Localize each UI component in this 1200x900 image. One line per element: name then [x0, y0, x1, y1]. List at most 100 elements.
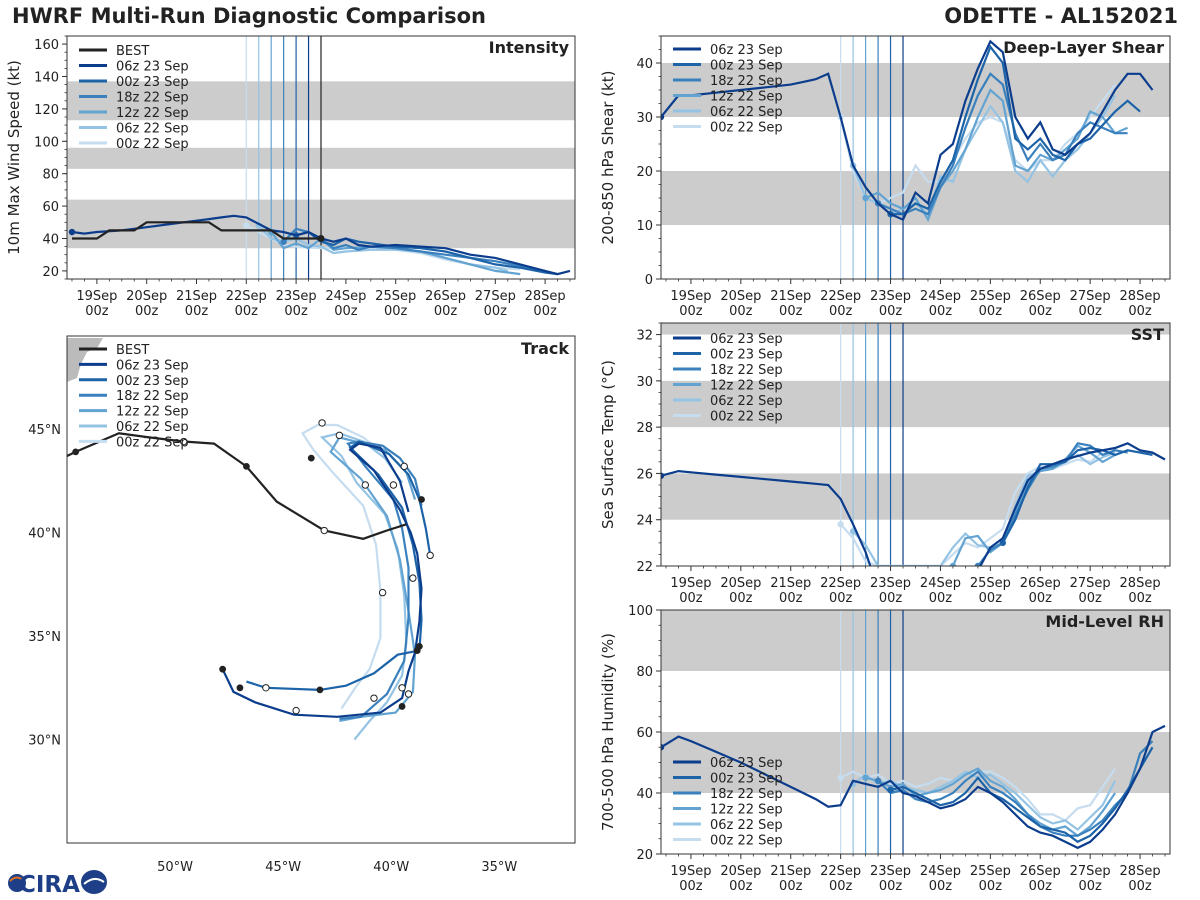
x-tick-label: 00z [879, 879, 903, 894]
lon-tick-label: 40°W [373, 860, 409, 875]
lon-tick-label: 45°W [265, 860, 301, 875]
y-tick-label: 100 [628, 604, 653, 619]
panel-intensity: 2040608010012014016019Sep00z20Sep00z21Se… [5, 35, 576, 319]
plot-frame [66, 335, 576, 844]
legend-label: 06z 23 Sep [116, 358, 189, 373]
x-tick-label: 00z [729, 304, 753, 319]
track-marker-closed [72, 448, 80, 456]
legend-label: 00z 23 Sep [710, 772, 783, 787]
panel-shear: 01020304019Sep00z20Sep00z21Sep00z22Sep00… [599, 35, 1171, 319]
x-tick-label: 27Sep [1070, 289, 1111, 304]
shade-band [661, 380, 1170, 428]
x-tick-label: 00z [533, 304, 557, 319]
panel-track: 50°W 45°W 40°W 35°W 30°N 35°N 40°N 45°N Track BES… [28, 335, 576, 875]
y-tick-label: 20 [636, 848, 653, 863]
legend-label: 00z 22 Sep [116, 435, 189, 450]
track-marker-closed [418, 496, 425, 503]
track-marker-open [426, 551, 434, 560]
x-tick-label: 28Sep [525, 289, 566, 304]
panel-title: SST [1131, 325, 1164, 344]
x-tick-label: 27Sep [1070, 576, 1111, 591]
x-tick-label: 00z [1029, 879, 1053, 894]
cira-logo-icon: CIRA [8, 870, 107, 898]
panel-title: Deep-Layer Shear [1003, 38, 1164, 57]
x-tick-label: 28Sep [1120, 289, 1161, 304]
legend-label: 06z 23 Sep [710, 43, 783, 58]
track-marker-open [292, 706, 300, 715]
series-start-point [874, 777, 882, 784]
y-tick-label: 40 [636, 57, 653, 72]
series-start-point [862, 194, 869, 202]
track-marker-open [180, 437, 188, 446]
x-tick-label: 00z [829, 591, 853, 606]
x-tick-label: 22Sep [820, 864, 861, 879]
x-tick-label: 00z [1128, 304, 1152, 319]
x-tick-label: 00z [929, 304, 953, 319]
panel-title: Intensity [489, 38, 570, 57]
track-marker-open [361, 481, 370, 489]
x-tick-label: 22Sep [820, 289, 861, 304]
legend-label: 12z 22 Sep [710, 803, 783, 818]
series-line [661, 39, 1154, 222]
track-marker-open [398, 684, 406, 692]
x-tick-label: 00z [235, 304, 259, 319]
track-marker-open [335, 431, 344, 440]
series-line [295, 230, 558, 276]
series-start-point [280, 238, 287, 245]
series-start-point [68, 228, 76, 236]
x-tick-label: 00z [979, 879, 1003, 894]
legend-label: 00z 22 Sep [710, 834, 783, 849]
x-tick-label: 00z [729, 879, 753, 894]
x-tick-label: 23Sep [870, 289, 911, 304]
y-tick-label: 80 [636, 665, 653, 680]
legend-label: 00z 23 Sep [116, 374, 189, 389]
x-tick-label: 00z [829, 879, 853, 894]
legend-label: 00z 23 Sep [116, 75, 189, 90]
legend-label: 12z 22 Sep [710, 90, 783, 105]
track-line [221, 442, 423, 718]
legend-label: 06z 22 Sep [710, 105, 783, 120]
series-start-point [837, 774, 844, 781]
x-tick-label: 00z [1029, 591, 1053, 606]
y-axis-label: 10m Max Wind Speed (kt) [5, 60, 23, 255]
track-marker-open [262, 684, 270, 692]
series-line [71, 214, 571, 276]
legend-label: 12z 22 Sep [116, 106, 189, 121]
legend-label: BEST [116, 44, 149, 59]
track-marker-open [409, 574, 417, 582]
x-tick-label: 19Sep [670, 576, 711, 591]
y-axis-label: 200-850 hPa Shear (kt) [599, 71, 617, 245]
track-marker-open [404, 690, 413, 698]
y-tick-label: 60 [42, 200, 59, 215]
x-tick-label: 24Sep [920, 576, 961, 591]
y-tick-label: 100 [34, 135, 59, 150]
x-tick-label: 00z [679, 304, 703, 319]
x-tick-label: 20Sep [126, 289, 167, 304]
shade-band [661, 473, 1170, 520]
x-tick-label: 00z [879, 591, 903, 606]
series-line [890, 746, 1154, 844]
legend-label: 06z 23 Sep [710, 756, 783, 771]
x-tick-label: 00z [829, 304, 853, 319]
legend-label: 12z 22 Sep [710, 379, 783, 394]
best-track-line [67, 432, 407, 540]
x-tick-label: 00z [85, 304, 109, 319]
y-tick-label: 24 [636, 514, 653, 529]
y-tick-label: 0 [645, 273, 653, 288]
x-tick-label: 19Sep [670, 864, 711, 879]
x-tick-label: 00z [135, 304, 159, 319]
y-tick-label: 40 [636, 787, 653, 802]
page-title: HWRF Multi-Run Diagnostic Comparison [12, 4, 487, 28]
y-tick-label: 120 [34, 103, 59, 118]
series-line [270, 231, 521, 276]
x-tick-label: 00z [929, 591, 953, 606]
storm-title: ODETTE - AL152021 [944, 4, 1178, 28]
x-tick-label: 25Sep [970, 864, 1011, 879]
x-tick-label: 00z [929, 879, 953, 894]
legend-label: 18z 22 Sep [116, 91, 189, 106]
x-tick-label: 00z [979, 304, 1003, 319]
track-line [319, 432, 408, 741]
x-tick-label: 20Sep [720, 289, 761, 304]
y-axis-label: Sea Surface Temp (°C) [599, 360, 617, 529]
